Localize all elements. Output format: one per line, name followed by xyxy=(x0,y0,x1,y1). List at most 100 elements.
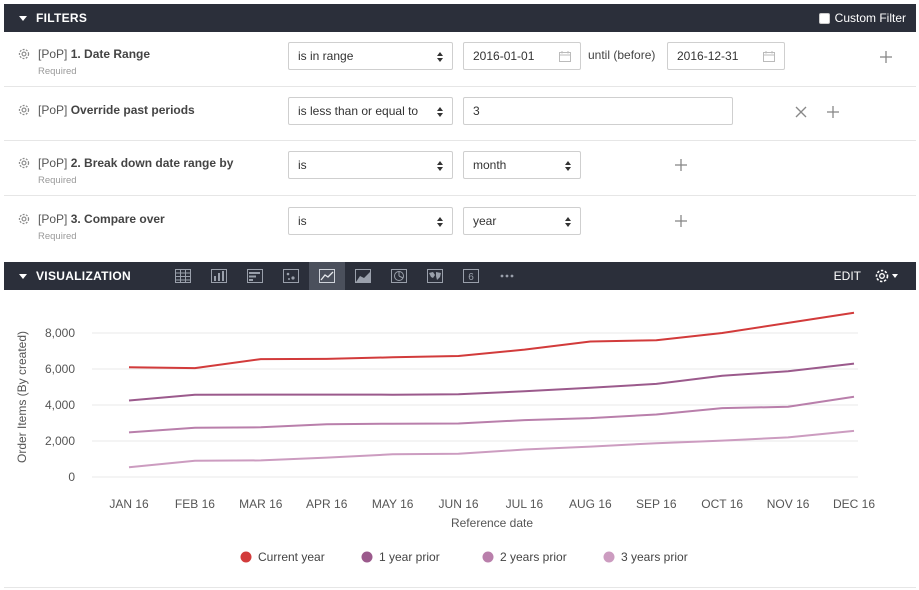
date-start-input[interactable]: 2016-01-01 xyxy=(463,42,581,70)
y-tick-label: 2,000 xyxy=(45,434,75,448)
area-chart-icon xyxy=(355,269,371,283)
series-line xyxy=(128,395,855,434)
calendar-icon[interactable] xyxy=(763,51,775,62)
select-arrows-icon xyxy=(437,107,443,117)
operator-select[interactable]: is xyxy=(288,151,453,179)
filter-name: [PoP] 2. Break down date range by xyxy=(38,156,233,170)
filter-prefix: [PoP] xyxy=(38,47,71,61)
calendar-icon[interactable] xyxy=(559,51,571,62)
required-label: Required xyxy=(38,175,77,186)
filter-prefix: [PoP] xyxy=(38,156,71,170)
required-label: Required xyxy=(38,66,77,77)
viz-area-button[interactable] xyxy=(345,262,381,290)
viz-table-button[interactable] xyxy=(165,262,201,290)
operator-value: is xyxy=(298,158,307,172)
gear-icon[interactable] xyxy=(17,156,31,170)
gear-icon[interactable] xyxy=(17,103,31,117)
add-filter-icon[interactable] xyxy=(826,105,840,119)
periods-value: 3 xyxy=(473,104,480,118)
collapse-filters-icon[interactable] xyxy=(19,15,27,21)
viz-single-value-button[interactable]: 6 xyxy=(453,262,489,290)
scatter-chart-icon xyxy=(283,269,299,283)
breakdown-value: month xyxy=(473,158,507,172)
remove-filter-icon[interactable] xyxy=(794,105,808,119)
x-tick-label: APR 16 xyxy=(306,497,348,511)
legend-label: 2 years prior xyxy=(500,550,567,564)
add-filter-icon[interactable] xyxy=(674,214,688,228)
operator-select[interactable]: is xyxy=(288,207,453,235)
bar-chart-icon xyxy=(247,269,263,283)
legend-label: 1 year prior xyxy=(379,550,440,564)
viz-bar-button[interactable] xyxy=(237,262,273,290)
legend-label: 3 years prior xyxy=(621,550,688,564)
legend-item: 2 years prior xyxy=(482,550,567,564)
line-chart-icon xyxy=(319,269,335,283)
settings-gear-icon[interactable] xyxy=(874,268,900,284)
filter-label: 2. Break down date range by xyxy=(70,156,234,170)
legend-item: 1 year prior xyxy=(361,550,440,564)
breakdown-select[interactable]: month xyxy=(463,151,581,179)
compare-value: year xyxy=(473,214,497,228)
compare-select[interactable]: year xyxy=(463,207,581,235)
periods-input[interactable]: 3 xyxy=(463,97,733,125)
viz-map-button[interactable] xyxy=(417,262,453,290)
filter-name: [PoP] 1. Date Range xyxy=(38,47,150,61)
x-tick-label: FEB 16 xyxy=(175,497,215,511)
legend-item: Current year xyxy=(240,550,325,564)
operator-select[interactable]: is less than or equal to xyxy=(288,97,453,125)
x-tick-label: DEC 16 xyxy=(833,497,875,511)
required-label: Required xyxy=(38,231,77,242)
filter-row-break-down: [PoP] 2. Break down date range by Requir… xyxy=(4,141,916,196)
custom-filter-toggle[interactable]: Custom Filter xyxy=(818,4,906,32)
single-value-glyph: 6 xyxy=(468,272,474,283)
x-tick-label: MAY 16 xyxy=(372,497,414,511)
viz-column-button[interactable] xyxy=(201,262,237,290)
filter-label: Override past periods xyxy=(70,103,195,117)
y-axis-label: Order Items (By created) xyxy=(15,331,29,463)
x-tick-label: JAN 16 xyxy=(109,497,149,511)
pie-chart-icon xyxy=(391,269,407,283)
select-arrows-icon xyxy=(565,161,571,171)
x-tick-label: AUG 16 xyxy=(569,497,612,511)
select-arrows-icon xyxy=(437,161,443,171)
filter-label: 3. Compare over xyxy=(70,212,165,226)
add-filter-icon[interactable] xyxy=(879,50,893,64)
viz-more-button[interactable] xyxy=(489,262,525,290)
series-line xyxy=(128,429,855,469)
until-label: until (before) xyxy=(588,48,656,62)
x-tick-label: SEP 16 xyxy=(636,497,677,511)
column-chart-icon xyxy=(211,269,227,283)
select-arrows-icon xyxy=(565,217,571,227)
add-filter-icon[interactable] xyxy=(674,158,688,172)
visualization-header[interactable]: VISUALIZATION 6 EDIT xyxy=(4,262,916,290)
filter-row-override-past-periods: [PoP] Override past periods is less than… xyxy=(4,87,916,141)
x-tick-label: NOV 16 xyxy=(767,497,810,511)
select-arrows-icon xyxy=(437,52,443,62)
collapse-visualization-icon[interactable] xyxy=(19,273,27,279)
y-tick-label: 8,000 xyxy=(45,326,75,340)
viz-line-button[interactable] xyxy=(309,262,345,290)
viz-scatter-button[interactable] xyxy=(273,262,309,290)
y-tick-label: 6,000 xyxy=(45,362,75,376)
more-icon xyxy=(500,274,514,278)
gear-icon[interactable] xyxy=(17,212,31,226)
filter-name: [PoP] Override past periods xyxy=(38,103,195,117)
date-end-input[interactable]: 2016-12-31 xyxy=(667,42,785,70)
series-line xyxy=(128,311,855,370)
legend-swatch xyxy=(482,551,494,563)
operator-value: is less than or equal to xyxy=(298,104,419,118)
operator-select[interactable]: is in range xyxy=(288,42,453,70)
x-axis-label: Reference date xyxy=(451,516,533,530)
viz-pie-button[interactable] xyxy=(381,262,417,290)
x-tick-label: OCT 16 xyxy=(701,497,743,511)
x-tick-label: MAR 16 xyxy=(239,497,283,511)
gear-icon[interactable] xyxy=(17,47,31,61)
select-arrows-icon xyxy=(437,217,443,227)
table-icon xyxy=(175,269,191,283)
legend-swatch xyxy=(240,551,252,563)
map-icon xyxy=(427,269,443,283)
filters-header[interactable]: FILTERS Custom Filter xyxy=(4,4,916,32)
custom-filter-checkbox[interactable] xyxy=(818,12,830,24)
edit-button[interactable]: EDIT xyxy=(833,269,861,283)
date-start-value: 2016-01-01 xyxy=(473,49,535,63)
